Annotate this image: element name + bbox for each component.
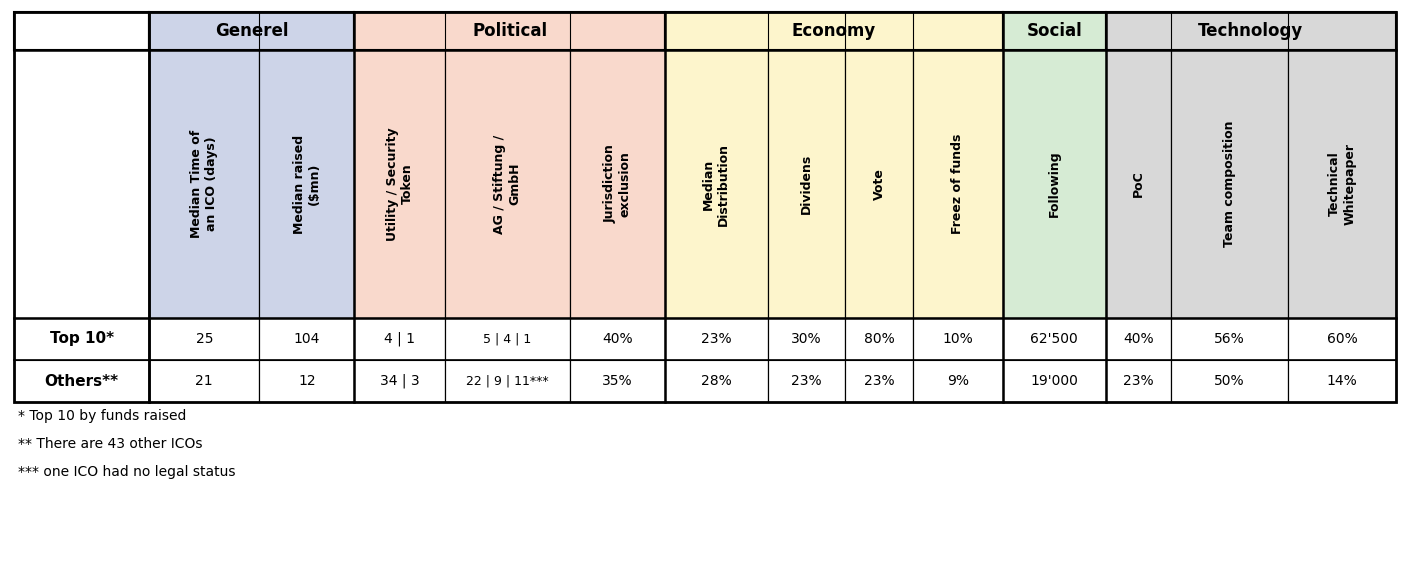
Bar bbox=[149, 50, 259, 318]
Text: Technical
Whitepaper: Technical Whitepaper bbox=[1329, 143, 1357, 225]
Text: 5 | 4 | 1: 5 | 4 | 1 bbox=[483, 332, 531, 346]
Text: Freez of funds: Freez of funds bbox=[951, 134, 964, 234]
Bar bbox=[1003, 12, 1106, 50]
Bar bbox=[149, 12, 355, 50]
Bar bbox=[445, 318, 569, 360]
Bar bbox=[1288, 360, 1396, 402]
Bar bbox=[14, 12, 1396, 402]
Bar bbox=[149, 360, 259, 402]
Text: 30%: 30% bbox=[790, 332, 821, 346]
Text: AG / Stiftung /
GmbH: AG / Stiftung / GmbH bbox=[493, 135, 521, 234]
Bar bbox=[768, 318, 845, 360]
Text: 56%: 56% bbox=[1215, 332, 1246, 346]
Text: * Top 10 by funds raised: * Top 10 by funds raised bbox=[18, 409, 186, 423]
Text: Political: Political bbox=[472, 22, 547, 40]
Bar bbox=[355, 360, 445, 402]
Text: Technology: Technology bbox=[1198, 22, 1303, 40]
Text: 25: 25 bbox=[196, 332, 213, 346]
Bar bbox=[355, 12, 665, 50]
Text: 28%: 28% bbox=[700, 374, 731, 388]
Bar bbox=[665, 360, 768, 402]
Bar bbox=[845, 50, 913, 318]
Text: 60%: 60% bbox=[1327, 332, 1357, 346]
Text: Median Time of
an ICO (days): Median Time of an ICO (days) bbox=[190, 130, 218, 238]
Bar bbox=[1003, 360, 1106, 402]
Text: 23%: 23% bbox=[790, 374, 821, 388]
Bar bbox=[259, 318, 355, 360]
Bar bbox=[665, 50, 768, 318]
Bar bbox=[913, 360, 1003, 402]
Text: 80%: 80% bbox=[864, 332, 895, 346]
Text: 14%: 14% bbox=[1327, 374, 1357, 388]
Bar bbox=[1003, 318, 1106, 360]
Bar bbox=[913, 318, 1003, 360]
Text: PoC: PoC bbox=[1131, 171, 1144, 197]
Text: *** one ICO had no legal status: *** one ICO had no legal status bbox=[18, 465, 235, 479]
Text: Generel: Generel bbox=[216, 22, 289, 40]
Bar bbox=[14, 50, 149, 318]
Text: Social: Social bbox=[1026, 22, 1082, 40]
Text: Median raised
($mn): Median raised ($mn) bbox=[293, 135, 321, 234]
Text: 50%: 50% bbox=[1215, 374, 1244, 388]
Text: Utility / Security
Token: Utility / Security Token bbox=[386, 127, 414, 241]
Text: 62'500: 62'500 bbox=[1030, 332, 1078, 346]
Bar bbox=[569, 50, 665, 318]
Text: 40%: 40% bbox=[1123, 332, 1154, 346]
Bar bbox=[1171, 318, 1288, 360]
Text: Economy: Economy bbox=[792, 22, 876, 40]
Text: Median
Distribution: Median Distribution bbox=[702, 143, 730, 226]
Bar bbox=[569, 360, 665, 402]
Text: 12: 12 bbox=[299, 374, 316, 388]
Text: Dividens: Dividens bbox=[800, 154, 813, 214]
Bar bbox=[665, 318, 768, 360]
Text: ** There are 43 other ICOs: ** There are 43 other ICOs bbox=[18, 437, 203, 451]
Bar bbox=[665, 12, 1003, 50]
Bar bbox=[1171, 360, 1288, 402]
Text: 23%: 23% bbox=[1123, 374, 1154, 388]
Text: Top 10*: Top 10* bbox=[49, 332, 114, 347]
Text: 104: 104 bbox=[293, 332, 320, 346]
Text: 35%: 35% bbox=[602, 374, 633, 388]
Text: 40%: 40% bbox=[602, 332, 633, 346]
Bar bbox=[14, 12, 149, 50]
Text: 4 | 1: 4 | 1 bbox=[385, 332, 416, 346]
Bar bbox=[14, 360, 149, 402]
Text: Jurisdiction
exclusion: Jurisdiction exclusion bbox=[603, 144, 631, 223]
Bar bbox=[1106, 360, 1171, 402]
Bar bbox=[1288, 318, 1396, 360]
Text: 9%: 9% bbox=[947, 374, 969, 388]
Bar bbox=[355, 318, 445, 360]
Bar bbox=[768, 360, 845, 402]
Bar bbox=[14, 318, 149, 360]
Bar bbox=[1171, 50, 1288, 318]
Bar bbox=[259, 360, 355, 402]
Text: Others**: Others** bbox=[45, 374, 118, 388]
Text: Team composition: Team composition bbox=[1223, 121, 1236, 248]
Text: Following: Following bbox=[1048, 151, 1061, 217]
Bar bbox=[1106, 318, 1171, 360]
Text: 10%: 10% bbox=[943, 332, 974, 346]
Bar bbox=[569, 318, 665, 360]
Bar bbox=[1288, 50, 1396, 318]
Text: 23%: 23% bbox=[864, 374, 895, 388]
Text: 34 | 3: 34 | 3 bbox=[380, 374, 420, 388]
Bar bbox=[445, 360, 569, 402]
Bar bbox=[845, 360, 913, 402]
Bar bbox=[445, 50, 569, 318]
Bar bbox=[1106, 12, 1396, 50]
Text: 23%: 23% bbox=[700, 332, 731, 346]
Bar bbox=[768, 50, 845, 318]
Bar bbox=[355, 50, 445, 318]
Bar bbox=[913, 50, 1003, 318]
Bar bbox=[1003, 50, 1106, 318]
Bar bbox=[149, 318, 259, 360]
Bar bbox=[1106, 50, 1171, 318]
Text: 21: 21 bbox=[196, 374, 213, 388]
Bar bbox=[845, 318, 913, 360]
Text: 22 | 9 | 11***: 22 | 9 | 11*** bbox=[466, 375, 548, 387]
Bar bbox=[259, 50, 355, 318]
Text: 19'000: 19'000 bbox=[1030, 374, 1078, 388]
Text: Vote: Vote bbox=[872, 168, 885, 200]
